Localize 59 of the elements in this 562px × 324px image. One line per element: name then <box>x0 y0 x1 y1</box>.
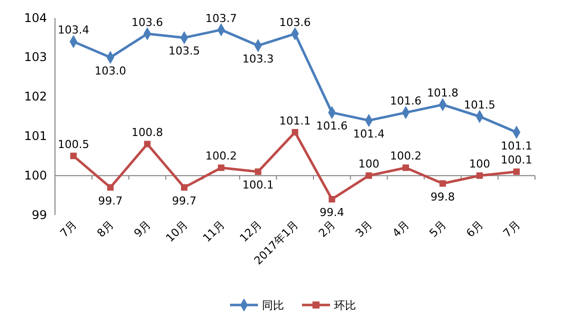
data-label: 103.0 <box>94 64 126 78</box>
data-label: 101.6 <box>316 120 348 133</box>
data-label: 103.3 <box>242 52 274 66</box>
point <box>366 172 372 179</box>
data-label: 100.8 <box>132 126 164 140</box>
x-tick-label: 12月 <box>237 218 264 245</box>
data-label: 101.1 <box>500 139 532 152</box>
x-tick-label: 7月 <box>500 218 523 240</box>
data-label: 101.5 <box>464 98 496 112</box>
data-label: 100 <box>469 158 490 171</box>
legend-label: 同比 <box>262 299 284 312</box>
data-label: 100.2 <box>390 150 422 163</box>
legend-label: 环比 <box>334 299 356 312</box>
y-tick-label: 103 <box>24 50 47 64</box>
x-tick-label: 9月 <box>132 218 154 240</box>
data-label: 99.7 <box>98 194 123 208</box>
data-label: 100 <box>358 158 380 171</box>
point <box>254 168 262 175</box>
point <box>439 180 446 187</box>
data-label: 103.7 <box>205 12 237 25</box>
data-label: 100.1 <box>500 154 532 167</box>
y-tick-label: 100 <box>24 168 47 182</box>
point <box>292 129 298 136</box>
x-tick-label: 2月 <box>316 218 338 240</box>
point <box>402 164 410 171</box>
data-label: 99.4 <box>320 206 344 220</box>
point <box>70 152 77 160</box>
data-label: 101.8 <box>426 86 458 100</box>
point <box>144 140 151 148</box>
x-tick-label: 10月 <box>163 218 190 245</box>
point <box>513 168 520 175</box>
point <box>180 184 188 191</box>
data-label: 101.1 <box>279 114 311 128</box>
y-tick-label: 99 <box>32 208 47 222</box>
data-label: 103.4 <box>58 24 90 37</box>
y-tick-label: 104 <box>24 10 47 25</box>
x-tick-label: 7月 <box>58 218 80 240</box>
data-label: 100.1 <box>242 178 274 192</box>
x-tick-label: 5月 <box>426 218 449 240</box>
point <box>476 172 483 179</box>
data-label: 103.6 <box>279 16 311 29</box>
data-label: 101.6 <box>390 94 422 108</box>
point <box>328 196 336 202</box>
x-tick-label: 8月 <box>94 218 117 240</box>
y-tick-label: 101 <box>24 129 47 144</box>
data-label: 103.6 <box>132 16 164 29</box>
data-label: 103.5 <box>168 44 200 58</box>
point <box>218 164 224 171</box>
data-label: 101.4 <box>353 127 385 140</box>
data-label: 99.7 <box>172 194 196 208</box>
data-label: 99.8 <box>430 190 455 204</box>
data-label: 100.2 <box>205 150 237 163</box>
x-tick-label: 11月 <box>200 218 228 245</box>
x-tick-label: 6月 <box>464 218 486 240</box>
x-tick-label: 4月 <box>390 218 412 240</box>
point <box>107 184 114 191</box>
x-tick-label: 3月 <box>353 218 375 240</box>
y-tick-label: 102 <box>24 90 47 104</box>
data-label: 100.5 <box>58 138 90 151</box>
